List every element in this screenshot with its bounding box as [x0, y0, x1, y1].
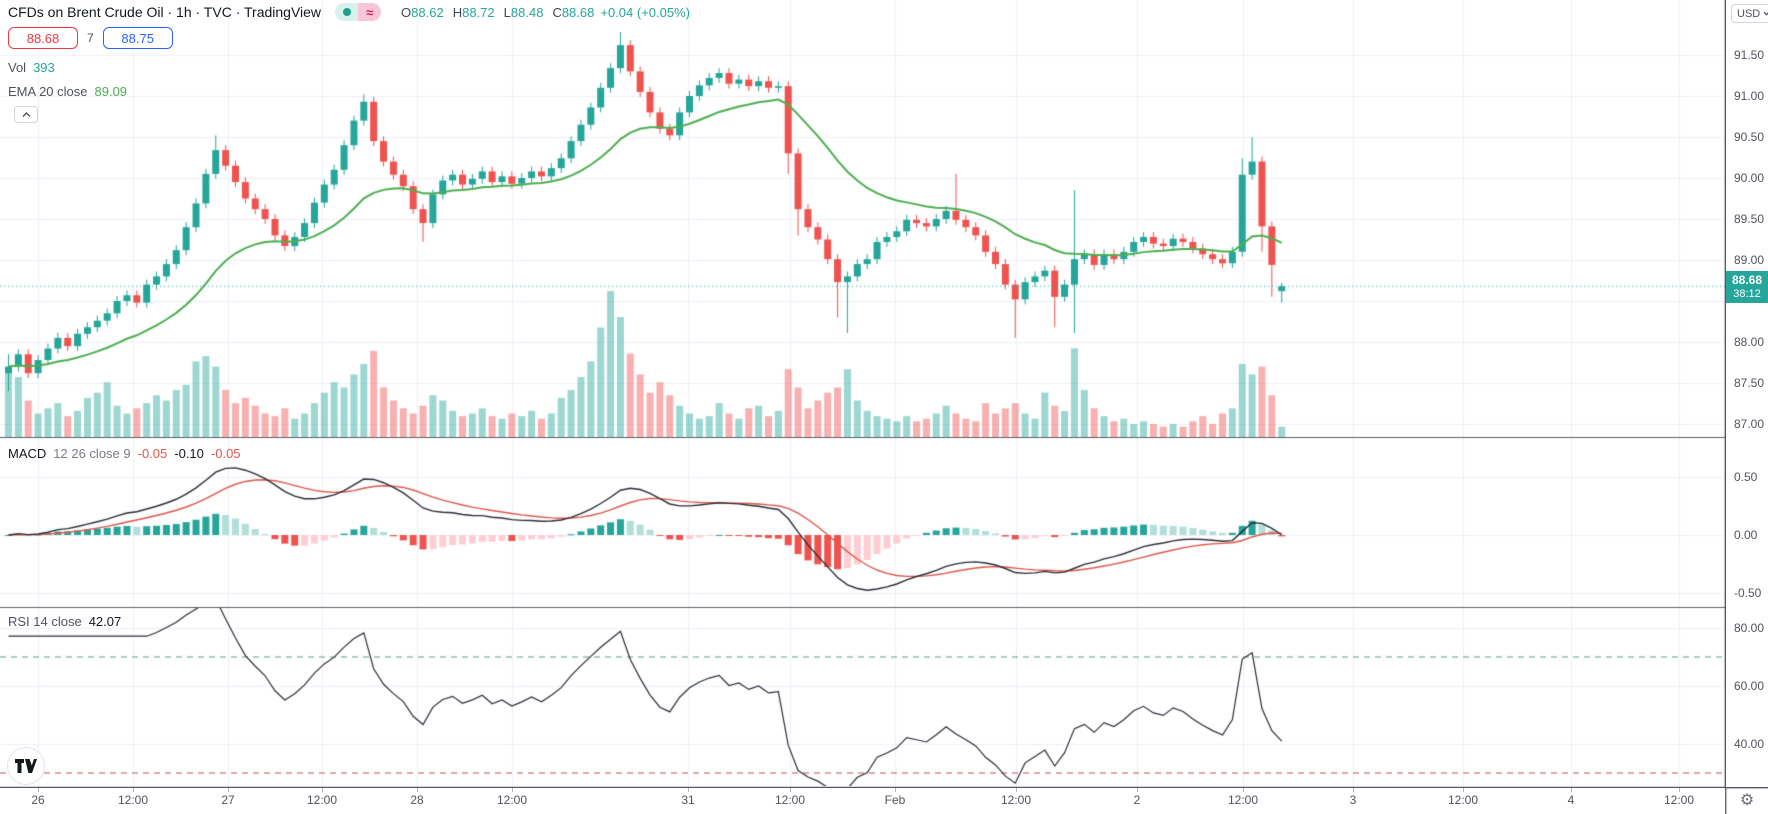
rsi-name[interactable]: RSI 14 close [8, 614, 82, 629]
ohlc-pair: C88.68 [552, 4, 595, 20]
volume-label: Vol [8, 60, 27, 75]
main-legend: CFDs on Brent Crude Oil · 1h · TVC · Tra… [8, 3, 690, 21]
macd-axis-label: -0.50 [1734, 586, 1762, 600]
time-axis-tick [133, 788, 134, 792]
time-axis-label: 2 [1133, 793, 1141, 807]
time-axis-tick [1243, 788, 1244, 792]
spread-value: 7 [87, 31, 94, 45]
rsi-axis-label: 80.00 [1734, 621, 1765, 635]
symbol-title[interactable]: CFDs on Brent Crude Oil · 1h · TVC · Tra… [8, 4, 322, 20]
macd-params: 12 26 close 9 [53, 446, 131, 461]
macd-hist-value: -0.05 [137, 446, 168, 461]
quote-row: 88.68 7 88.75 [8, 27, 173, 49]
time-axis-tick [895, 788, 896, 792]
time-axis-label: 12:00 [1000, 793, 1032, 807]
time-axis[interactable]: 26 12:00 27 12:00 28 12:00 31 12:00 Feb 12:00 2 12:… [0, 788, 1725, 814]
time-axis-tick [417, 788, 418, 792]
time-axis-tick [1463, 788, 1464, 792]
tradingview-logo-icon [15, 759, 37, 773]
macd-axis-label: 0.50 [1734, 470, 1758, 484]
time-axis-label: 27 [221, 793, 235, 807]
axis-settings-corner: ⚙ [1726, 788, 1768, 814]
macd-name[interactable]: MACD [8, 446, 47, 461]
price-axis-label: 87.50 [1734, 376, 1765, 390]
time-axis-label: 3 [1349, 793, 1357, 807]
time-axis-label: 26 [31, 793, 45, 807]
time-axis-tick [1571, 788, 1572, 792]
time-axis-label: Feb [884, 793, 906, 807]
time-axis-label: 12:00 [1447, 793, 1479, 807]
ema-value: 89.09 [94, 84, 128, 99]
ema-legend: EMA 20 close 89.09 [8, 84, 127, 99]
last-price-value: 88.68 [1731, 273, 1763, 287]
collapse-legend-button[interactable] [14, 106, 38, 123]
currency-label: USD [1737, 7, 1761, 20]
price-axis-label: 91.00 [1734, 89, 1765, 103]
price-change: +0.04 (+0.05%) [600, 4, 690, 20]
rsi-axis-label: 60.00 [1734, 679, 1765, 693]
volume-value: 393 [33, 60, 55, 75]
market-status-icon[interactable] [335, 3, 359, 21]
time-axis-tick [322, 788, 323, 792]
macd-line-value: -0.10 [174, 446, 204, 461]
time-axis-label: 12:00 [1663, 793, 1695, 807]
time-axis-tick [790, 788, 791, 792]
price-axis-label: 90.00 [1734, 171, 1765, 185]
ask-price-button[interactable]: 88.75 [102, 27, 173, 49]
currency-selector-button[interactable]: USD [1731, 4, 1768, 23]
price-axis-label: 90.50 [1734, 130, 1765, 144]
time-axis-label: 31 [681, 793, 695, 807]
price-axis-label: 88.00 [1734, 335, 1765, 349]
ohlc-pair: H88.72 [452, 4, 495, 20]
time-axis-label: 28 [410, 793, 424, 807]
rsi-legend: RSI 14 close 42.07 [8, 614, 121, 629]
tradingview-logo[interactable] [7, 747, 45, 785]
ohlc-values: O88.62 H88.72 L88.48 C88.68 [401, 5, 594, 20]
time-axis-tick [1679, 788, 1680, 792]
realtime-dot-icon [342, 8, 351, 16]
time-axis-tick [512, 788, 513, 792]
price-axis-label: 89.00 [1734, 253, 1765, 267]
time-axis-label: 12:00 [496, 793, 528, 807]
chevron-down-icon [1763, 11, 1768, 16]
time-axis-label: 12:00 [1227, 793, 1259, 807]
time-axis-label: 12:00 [306, 793, 338, 807]
last-price-tag: 88.68 38:12 [1726, 271, 1768, 303]
macd-legend: MACD 12 26 close 9 -0.05 -0.10 -0.05 [8, 446, 241, 461]
time-axis-tick [688, 788, 689, 792]
macd-axis-label: 0.00 [1734, 528, 1758, 542]
volume-legend: Vol 393 [8, 60, 55, 75]
ohlc-pair: L88.48 [503, 4, 544, 20]
delayed-data-icon[interactable]: ≈ [358, 3, 382, 21]
chevron-up-icon [22, 111, 30, 117]
bar-countdown: 38:12 [1733, 288, 1761, 300]
time-axis-tick [1016, 788, 1017, 792]
time-axis-tick [1353, 788, 1354, 792]
time-axis-tick [228, 788, 229, 792]
settings-gear-icon[interactable]: ⚙ [1739, 792, 1755, 809]
price-axis-label: 87.00 [1734, 417, 1765, 431]
price-axis-label: 91.50 [1734, 48, 1765, 62]
time-axis-label: 12:00 [774, 793, 806, 807]
price-axis[interactable]: USD 88.68 38:12 91.50 91.00 90.50 90.00 89.5… [1726, 0, 1768, 787]
time-axis-tick [1137, 788, 1138, 792]
ohlc-pair: O88.62 [401, 4, 444, 20]
time-axis-label: 4 [1567, 793, 1575, 807]
rsi-value: 42.07 [88, 614, 122, 629]
rsi-axis-label: 40.00 [1734, 737, 1765, 751]
time-axis-tick [38, 788, 39, 792]
ema-legend-label: EMA 20 close [8, 84, 88, 99]
price-axis-label: 89.50 [1734, 212, 1765, 226]
bid-price-button[interactable]: 88.68 [8, 27, 78, 49]
time-axis-label: 12:00 [117, 793, 149, 807]
macd-signal-value: -0.05 [210, 446, 241, 461]
